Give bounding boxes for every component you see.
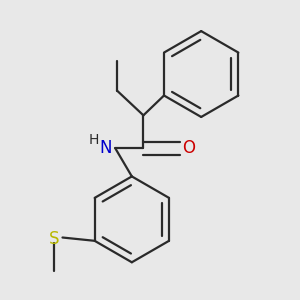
Text: H: H bbox=[89, 133, 99, 147]
Text: N: N bbox=[100, 139, 112, 157]
Text: S: S bbox=[49, 230, 59, 248]
Text: O: O bbox=[182, 139, 196, 157]
